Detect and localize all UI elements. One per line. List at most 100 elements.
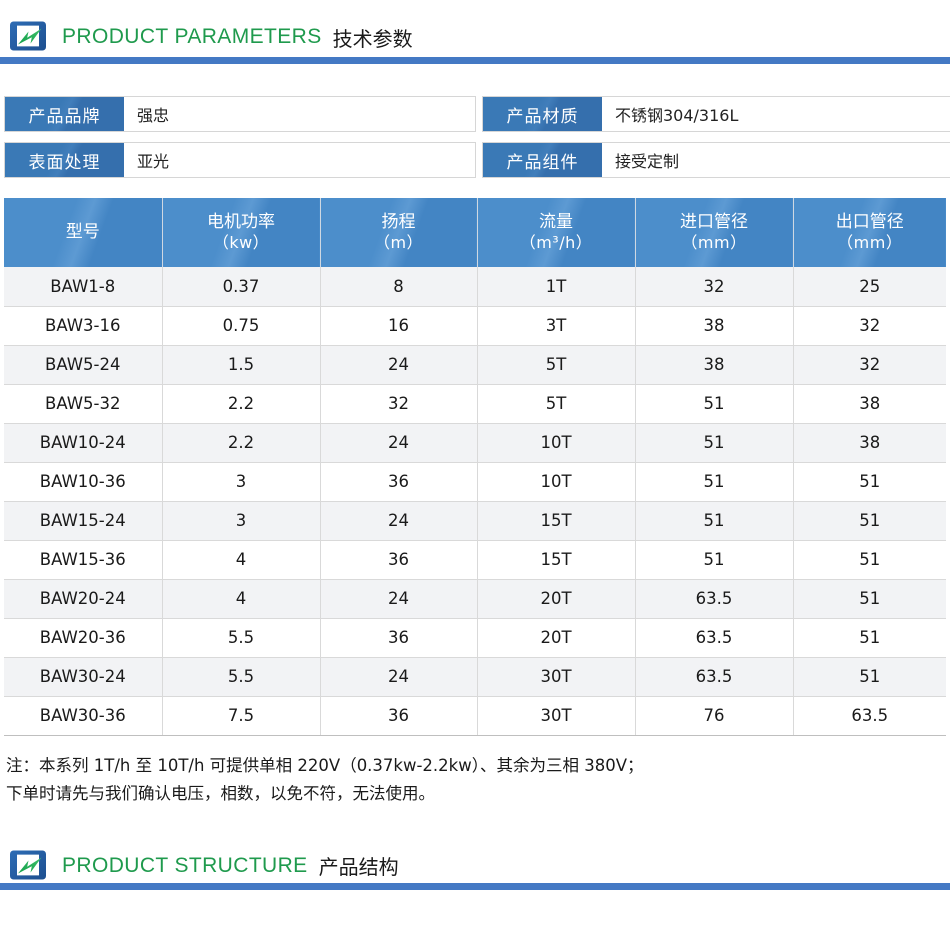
product-info-grid: 产品品牌 强忠 产品材质 不锈钢304/316L 表面处理 亚光 产品组件 接受… (0, 96, 950, 178)
cell-outlet-diameter: 51 (793, 462, 946, 502)
cell-power: 1.5 (162, 345, 321, 385)
cell-flow: 5T (477, 384, 636, 424)
spec-table-body: BAW1-8 0.37 8 1T 32 25 BAW3-16 0.75 16 3T 38 32 BAW5… (4, 267, 946, 736)
cell-model: BAW10-36 (4, 462, 163, 502)
cell-head: 16 (320, 306, 478, 346)
note-line-1: 注：本系列 1T/h 至 10T/h 可提供单相 220V（0.37kw-2.2… (6, 755, 644, 775)
cell-outlet-diameter: 51 (793, 579, 946, 619)
section-header-product-parameters: PRODUCT PARAMETERS 技术参数 (0, 0, 950, 74)
cell-flow: 3T (477, 306, 636, 346)
cell-inlet-diameter: 63.5 (635, 618, 794, 658)
cell-head: 24 (320, 579, 478, 619)
cell-power: 3 (162, 462, 321, 502)
cell-flow: 1T (477, 267, 636, 307)
cell-power: 2.2 (162, 384, 321, 424)
cell-head: 8 (320, 267, 478, 307)
cell-inlet-diameter: 63.5 (635, 657, 794, 697)
info-value: 亚光 (124, 143, 475, 177)
column-header-flow: 流量 （m³/h） (477, 198, 636, 267)
cell-outlet-diameter: 38 (793, 384, 946, 424)
section-header-product-structure: PRODUCT STRUCTURE 产品结构 (0, 835, 950, 896)
column-header-name: 出口管径 (835, 212, 904, 233)
info-row-components: 产品组件 接受定制 (482, 142, 950, 178)
column-header-unit: （mm） (681, 233, 747, 253)
info-label: 产品组件 (483, 143, 602, 177)
section-title-en: PRODUCT PARAMETERS (62, 25, 322, 48)
cell-power: 4 (162, 579, 321, 619)
spec-table: 型号 电机功率 （kw） 扬程 （m） 流量 （m³/h） (4, 198, 946, 736)
cell-power: 5.5 (162, 618, 321, 658)
cell-head: 32 (320, 384, 478, 424)
cell-flow: 20T (477, 618, 636, 658)
info-row-material: 产品材质 不锈钢304/316L (482, 96, 950, 132)
cell-inlet-diameter: 51 (635, 462, 794, 502)
cell-model: BAW20-24 (4, 579, 163, 619)
info-value: 不锈钢304/316L (602, 97, 950, 131)
cell-model: BAW30-36 (4, 696, 163, 736)
column-header-name: 进口管径 (680, 212, 748, 233)
cell-outlet-diameter: 25 (793, 267, 946, 307)
table-row: BAW10-24 2.2 24 10T 51 38 (4, 423, 946, 463)
column-header-inlet-diameter: 进口管径 （mm） (635, 198, 794, 267)
cell-head: 24 (320, 501, 478, 541)
cell-head: 36 (320, 462, 478, 502)
column-header-unit: （mm） (837, 233, 903, 253)
brand-logo-icon (8, 845, 48, 885)
cell-flow: 20T (477, 579, 636, 619)
cell-power: 5.5 (162, 657, 321, 697)
cell-outlet-diameter: 51 (793, 540, 946, 580)
section-title-cn: 产品结构 (318, 855, 399, 880)
cell-inlet-diameter: 51 (635, 423, 794, 463)
cell-head: 36 (320, 618, 478, 658)
cell-model: BAW30-24 (4, 657, 163, 697)
cell-inlet-diameter: 38 (635, 345, 794, 385)
cell-head: 36 (320, 540, 478, 580)
note-line-2: 下单时请先与我们确认电压，相数，以免不符，无法使用。 (6, 784, 435, 804)
cell-outlet-diameter: 32 (793, 345, 946, 385)
table-row: BAW20-36 5.5 36 20T 63.5 51 (4, 618, 946, 658)
cell-power: 7.5 (162, 696, 321, 736)
cell-inlet-diameter: 51 (635, 384, 794, 424)
cell-model: BAW20-36 (4, 618, 163, 658)
column-header-unit: （m） (373, 233, 424, 253)
table-row: BAW30-36 7.5 36 30T 76 63.5 (4, 696, 946, 736)
column-header-head: 扬程 （m） (320, 198, 478, 267)
column-header-name: 电机功率 (207, 212, 275, 233)
cell-head: 24 (320, 423, 478, 463)
brand-logo-icon (8, 16, 48, 56)
info-row-surface-treatment: 表面处理 亚光 (4, 142, 476, 178)
table-row: BAW20-24 4 24 20T 63.5 51 (4, 579, 946, 619)
table-row: BAW15-36 4 36 15T 51 51 (4, 540, 946, 580)
table-row: BAW5-32 2.2 32 5T 51 38 (4, 384, 946, 424)
cell-inlet-diameter: 76 (635, 696, 794, 736)
cell-flow: 10T (477, 423, 636, 463)
cell-model: BAW15-24 (4, 501, 163, 541)
cell-model: BAW10-24 (4, 423, 163, 463)
cell-power: 2.2 (162, 423, 321, 463)
cell-outlet-diameter: 51 (793, 657, 946, 697)
cell-outlet-diameter: 51 (793, 501, 946, 541)
column-header-model: 型号 (4, 198, 163, 267)
cell-power: 0.37 (162, 267, 321, 307)
column-header-power: 电机功率 （kw） (162, 198, 321, 267)
section-divider-rule (0, 883, 950, 891)
spec-table-wrapper: 型号 电机功率 （kw） 扬程 （m） 流量 （m³/h） (0, 198, 950, 736)
cell-outlet-diameter: 38 (793, 423, 946, 463)
cell-outlet-diameter: 32 (793, 306, 946, 346)
column-header-unit: （kw） (212, 233, 270, 253)
cell-flow: 15T (477, 501, 636, 541)
cell-inlet-diameter: 51 (635, 501, 794, 541)
info-value: 接受定制 (602, 143, 950, 177)
table-row: BAW5-24 1.5 24 5T 38 32 (4, 345, 946, 385)
cell-inlet-diameter: 32 (635, 267, 794, 307)
table-row: BAW30-24 5.5 24 30T 63.5 51 (4, 657, 946, 697)
cell-head: 36 (320, 696, 478, 736)
cell-flow: 30T (477, 696, 636, 736)
cell-inlet-diameter: 38 (635, 306, 794, 346)
section-title-cn: 技术参数 (332, 26, 413, 51)
cell-flow: 15T (477, 540, 636, 580)
column-header-unit: （m³/h） (519, 233, 593, 253)
table-row: BAW3-16 0.75 16 3T 38 32 (4, 306, 946, 346)
cell-head: 24 (320, 657, 478, 697)
